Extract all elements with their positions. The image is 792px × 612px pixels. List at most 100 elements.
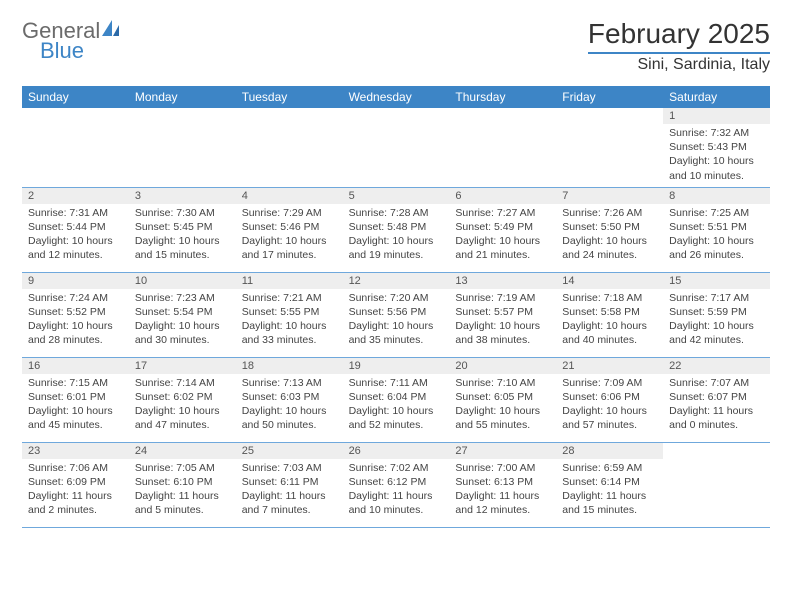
day-number: 23 [22,443,129,459]
day-number: 15 [663,273,770,289]
weekday-header: Monday [129,86,236,108]
calendar-day-cell: 24Sunrise: 7:05 AMSunset: 6:10 PMDayligh… [129,443,236,527]
day-details: Sunrise: 7:11 AMSunset: 6:04 PMDaylight:… [343,374,450,437]
calendar-day-cell [343,108,450,187]
day-number: 26 [343,443,450,459]
sunrise-text: Sunrise: 7:15 AM [28,376,123,390]
brand-logo: General Blue [22,18,124,64]
daylight-text: Daylight: 11 hours and 12 minutes. [455,489,550,517]
day-details: Sunrise: 7:06 AMSunset: 6:09 PMDaylight:… [22,459,129,522]
day-details: Sunrise: 7:31 AMSunset: 5:44 PMDaylight:… [22,204,129,267]
daylight-text: Daylight: 10 hours and 50 minutes. [242,404,337,432]
day-details: Sunrise: 7:30 AMSunset: 5:45 PMDaylight:… [129,204,236,267]
calendar-day-cell: 16Sunrise: 7:15 AMSunset: 6:01 PMDayligh… [22,358,129,442]
day-number: 20 [449,358,556,374]
calendar-day-cell [449,108,556,187]
daylight-text: Daylight: 10 hours and 42 minutes. [669,319,764,347]
calendar-day-cell: 8Sunrise: 7:25 AMSunset: 5:51 PMDaylight… [663,188,770,272]
day-details: Sunrise: 7:17 AMSunset: 5:59 PMDaylight:… [663,289,770,352]
calendar-day-cell: 23Sunrise: 7:06 AMSunset: 6:09 PMDayligh… [22,443,129,527]
calendar-day-cell: 10Sunrise: 7:23 AMSunset: 5:54 PMDayligh… [129,273,236,357]
day-details: Sunrise: 6:59 AMSunset: 6:14 PMDaylight:… [556,459,663,522]
sunrise-text: Sunrise: 7:24 AM [28,291,123,305]
day-number: 19 [343,358,450,374]
sunset-text: Sunset: 6:13 PM [455,475,550,489]
sunrise-text: Sunrise: 7:00 AM [455,461,550,475]
day-details: Sunrise: 7:25 AMSunset: 5:51 PMDaylight:… [663,204,770,267]
sunset-text: Sunset: 5:59 PM [669,305,764,319]
calendar-day-cell: 4Sunrise: 7:29 AMSunset: 5:46 PMDaylight… [236,188,343,272]
weekday-header: Tuesday [236,86,343,108]
sunrise-text: Sunrise: 7:26 AM [562,206,657,220]
daylight-text: Daylight: 10 hours and 47 minutes. [135,404,230,432]
sunset-text: Sunset: 6:11 PM [242,475,337,489]
sunrise-text: Sunrise: 7:02 AM [349,461,444,475]
day-details: Sunrise: 7:00 AMSunset: 6:13 PMDaylight:… [449,459,556,522]
weeks-container: 1Sunrise: 7:32 AMSunset: 5:43 PMDaylight… [22,108,770,528]
weekday-header: Wednesday [343,86,450,108]
weekday-header: Thursday [449,86,556,108]
day-details: Sunrise: 7:15 AMSunset: 6:01 PMDaylight:… [22,374,129,437]
daylight-text: Daylight: 10 hours and 45 minutes. [28,404,123,432]
daylight-text: Daylight: 10 hours and 55 minutes. [455,404,550,432]
sunset-text: Sunset: 5:43 PM [669,140,764,154]
day-number: 28 [556,443,663,459]
day-details: Sunrise: 7:09 AMSunset: 6:06 PMDaylight:… [556,374,663,437]
day-number: 16 [22,358,129,374]
daylight-text: Daylight: 10 hours and 40 minutes. [562,319,657,347]
sunset-text: Sunset: 5:54 PM [135,305,230,319]
calendar-day-cell: 2Sunrise: 7:31 AMSunset: 5:44 PMDaylight… [22,188,129,272]
daylight-text: Daylight: 11 hours and 15 minutes. [562,489,657,517]
day-details: Sunrise: 7:27 AMSunset: 5:49 PMDaylight:… [449,204,556,267]
sunset-text: Sunset: 6:09 PM [28,475,123,489]
daylight-text: Daylight: 10 hours and 19 minutes. [349,234,444,262]
sunrise-text: Sunrise: 7:11 AM [349,376,444,390]
weekday-header-row: Sunday Monday Tuesday Wednesday Thursday… [22,86,770,108]
day-details: Sunrise: 7:03 AMSunset: 6:11 PMDaylight:… [236,459,343,522]
calendar-page: General Blue February 2025 Sini, Sardini… [0,0,792,528]
day-number: 8 [663,188,770,204]
day-details: Sunrise: 7:18 AMSunset: 5:58 PMDaylight:… [556,289,663,352]
day-number: 27 [449,443,556,459]
calendar-week: 23Sunrise: 7:06 AMSunset: 6:09 PMDayligh… [22,443,770,528]
sunrise-text: Sunrise: 6:59 AM [562,461,657,475]
day-details: Sunrise: 7:14 AMSunset: 6:02 PMDaylight:… [129,374,236,437]
sunrise-text: Sunrise: 7:10 AM [455,376,550,390]
sunrise-text: Sunrise: 7:14 AM [135,376,230,390]
calendar-day-cell: 14Sunrise: 7:18 AMSunset: 5:58 PMDayligh… [556,273,663,357]
calendar-day-cell: 5Sunrise: 7:28 AMSunset: 5:48 PMDaylight… [343,188,450,272]
day-details: Sunrise: 7:02 AMSunset: 6:12 PMDaylight:… [343,459,450,522]
sunset-text: Sunset: 5:57 PM [455,305,550,319]
day-number: 10 [129,273,236,289]
weekday-header: Friday [556,86,663,108]
calendar-day-cell: 25Sunrise: 7:03 AMSunset: 6:11 PMDayligh… [236,443,343,527]
sunrise-text: Sunrise: 7:31 AM [28,206,123,220]
daylight-text: Daylight: 10 hours and 52 minutes. [349,404,444,432]
sunset-text: Sunset: 5:56 PM [349,305,444,319]
daylight-text: Daylight: 10 hours and 15 minutes. [135,234,230,262]
day-details: Sunrise: 7:21 AMSunset: 5:55 PMDaylight:… [236,289,343,352]
sunset-text: Sunset: 5:52 PM [28,305,123,319]
sunset-text: Sunset: 5:55 PM [242,305,337,319]
sunset-text: Sunset: 5:51 PM [669,220,764,234]
day-number: 11 [236,273,343,289]
day-number: 12 [343,273,450,289]
brand-sail-icon [102,20,124,41]
daylight-text: Daylight: 11 hours and 2 minutes. [28,489,123,517]
daylight-text: Daylight: 10 hours and 26 minutes. [669,234,764,262]
calendar-day-cell [663,443,770,527]
calendar-day-cell: 13Sunrise: 7:19 AMSunset: 5:57 PMDayligh… [449,273,556,357]
sunrise-text: Sunrise: 7:21 AM [242,291,337,305]
calendar-day-cell: 3Sunrise: 7:30 AMSunset: 5:45 PMDaylight… [129,188,236,272]
brand-word-2: Blue [40,38,84,64]
daylight-text: Daylight: 10 hours and 28 minutes. [28,319,123,347]
daylight-text: Daylight: 11 hours and 5 minutes. [135,489,230,517]
calendar-day-cell [236,108,343,187]
sunset-text: Sunset: 6:01 PM [28,390,123,404]
day-number: 21 [556,358,663,374]
calendar-day-cell: 28Sunrise: 6:59 AMSunset: 6:14 PMDayligh… [556,443,663,527]
sunset-text: Sunset: 5:48 PM [349,220,444,234]
month-title: February 2025 [588,18,770,54]
sunrise-text: Sunrise: 7:32 AM [669,126,764,140]
calendar-day-cell: 19Sunrise: 7:11 AMSunset: 6:04 PMDayligh… [343,358,450,442]
